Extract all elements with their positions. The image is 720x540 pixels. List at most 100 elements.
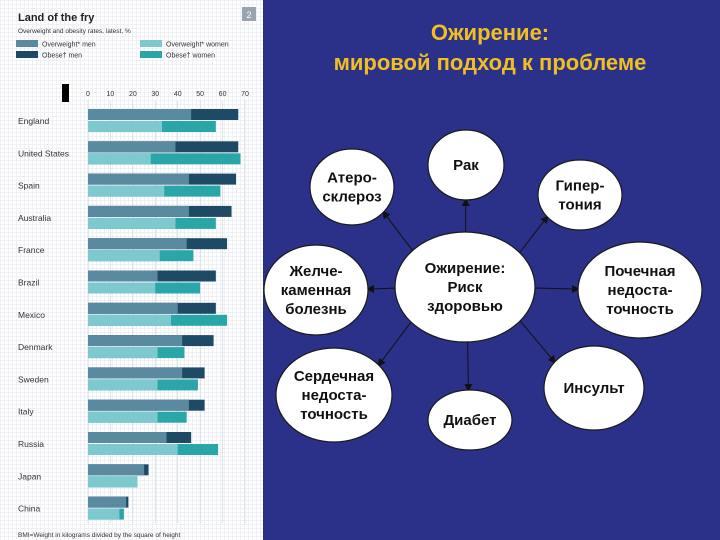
chart-badge-label: 2 [246, 10, 251, 20]
arrow-to-ateroskleroz [382, 210, 413, 251]
arrow-to-diabet [464, 341, 473, 393]
bar-overweight-women [88, 314, 171, 326]
legend-entry: Obese† women [140, 51, 215, 60]
bar-overweight-men [88, 464, 145, 476]
node-diabet: Диабет [427, 389, 513, 451]
legend-entry: Overweight* men [16, 40, 96, 49]
country-bar-group [88, 109, 239, 132]
category-label: Japan [18, 471, 41, 481]
node-ateroskleroz: Атеро-склероз [309, 148, 395, 226]
slide-title-line-2: мировой подход к проблеме [333, 50, 647, 75]
country-bar-group [88, 141, 241, 165]
node-serdechnaya-text: Сердечная [294, 368, 374, 385]
bar-overweight-men [88, 238, 187, 250]
node-zhelche: Желче-каменная болезнь [263, 244, 369, 336]
node-ateroskleroz-text: Атеро- [327, 170, 377, 187]
bar-overweight-women [88, 153, 151, 165]
country-bar-group [88, 335, 214, 359]
country-bar-group [88, 238, 228, 262]
bar-overweight-men [88, 141, 176, 153]
legend-swatch [140, 40, 162, 47]
legend-swatch [16, 51, 38, 58]
bar-overweight-men [88, 205, 189, 217]
bar-overweight-men [88, 367, 183, 379]
country-bar-group [88, 270, 216, 294]
node-insult: Инсульт [543, 345, 645, 431]
node-obesity-risk: Ожирение: Риск здоровью [394, 231, 536, 343]
legend-swatch [16, 40, 38, 47]
x-tick-label: 20 [129, 91, 137, 98]
country-bar-group [88, 302, 228, 326]
category-label: Italy [18, 407, 34, 417]
bar-overweight-women [88, 250, 160, 262]
arrow-to-pochechnaya [534, 285, 581, 294]
x-tick-label: 70 [241, 91, 249, 98]
bar-overweight-men [88, 173, 189, 185]
node-ateroskleroz-text: склероз [322, 189, 381, 206]
bar-overweight-women [88, 476, 138, 488]
node-serdechnaya-ellipse [275, 347, 393, 443]
slide-title-line-1: Ожирение: [430, 20, 550, 45]
node-insult-ellipse [543, 345, 645, 431]
health-risk-diagram: Ожирение: Риск здоровью Рак Атеро-склероз Гип… [263, 129, 703, 451]
x-tick-label: 50 [196, 91, 204, 98]
node-gipertonia: Гипер-тония [537, 159, 623, 231]
bar-overweight-men [88, 109, 192, 120]
category-label: United States [18, 148, 69, 158]
node-obesity-risk-text: Ожирение: [425, 260, 506, 277]
x-tick-label: 60 [219, 91, 227, 98]
bar-overweight-men [88, 432, 167, 443]
country-bar-group [88, 464, 149, 488]
slide-title: Ожирение: мировой подход к проблеме [270, 18, 710, 78]
bar-overweight-women [88, 347, 158, 359]
node-gipertonia-text: тония [558, 197, 601, 214]
node-serdechnaya-text: недоста- [302, 387, 367, 404]
category-label: Sweden [18, 374, 49, 384]
chart-subtitle: Overweight and obesity rates, latest, % [18, 28, 131, 35]
node-diabet-text: Диабет [443, 412, 496, 429]
legend-label: Overweight* women [166, 42, 229, 49]
bar-overweight-women [88, 217, 176, 229]
category-label: Mexico [18, 310, 45, 320]
bar-overweight-women [88, 121, 163, 132]
node-gipertonia-text: Гипер- [556, 178, 605, 195]
bar-overweight-men [88, 496, 127, 508]
bar-overweight-men [88, 335, 183, 347]
country-bar-group [88, 496, 129, 520]
x-tick-label: 40 [174, 91, 182, 98]
node-pochechnaya-text: точность [606, 301, 674, 318]
legend-swatch [140, 51, 162, 58]
legend-label: Obese† women [166, 53, 215, 60]
bar-obese-women [88, 153, 241, 165]
country-bar-group [88, 399, 205, 423]
node-serdechnaya: Сердечная недоста-точность [275, 347, 393, 443]
chart-footer: BMI=Weight in kilograms divided by the s… [18, 532, 180, 539]
bar-overweight-men [88, 270, 158, 282]
node-rak-text: Рак [453, 157, 479, 174]
category-label: Australia [18, 213, 51, 223]
chart-panel [0, 0, 263, 540]
category-label: Brazil [18, 278, 39, 288]
node-ateroskleroz-ellipse [309, 148, 395, 226]
node-rak: Рак [427, 129, 505, 201]
category-label: China [18, 504, 40, 514]
x-tick-label: 30 [151, 91, 159, 98]
bar-overweight-women [88, 508, 120, 520]
legend-label: Obese† men [42, 53, 82, 60]
obesity-bar-chart: Land of the fry Overweight and obesity ra… [16, 7, 256, 539]
node-zhelche-text: каменная [281, 282, 352, 299]
node-obesity-risk-ellipse [394, 231, 536, 343]
node-pochechnaya-text: недоста- [608, 282, 673, 299]
legend-entry: Overweight* women [140, 40, 229, 49]
node-insult-text: Инсульт [563, 380, 624, 397]
country-bar-group [88, 367, 205, 391]
node-zhelche-ellipse [263, 244, 369, 336]
node-pochechnaya: Почечная недоста-точность [577, 241, 703, 339]
country-bar-group [88, 205, 232, 229]
country-bar-group [88, 173, 237, 197]
node-zhelche-text: Желче- [288, 263, 342, 280]
legend-label: Overweight* men [42, 42, 96, 49]
category-label: Russia [18, 439, 44, 449]
category-label: England [18, 116, 49, 126]
